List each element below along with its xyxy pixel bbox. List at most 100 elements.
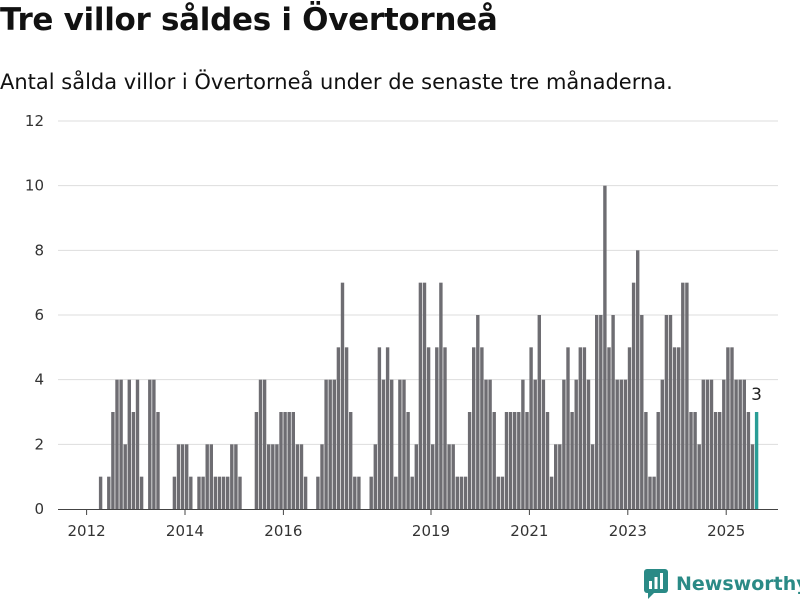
bar — [279, 412, 283, 509]
bar — [426, 347, 431, 509]
bar — [611, 315, 615, 509]
bar — [115, 379, 119, 509]
bar — [135, 379, 140, 509]
bar — [631, 282, 636, 509]
bar — [693, 412, 697, 509]
bar — [402, 379, 406, 509]
bar — [705, 379, 710, 509]
bar — [734, 379, 738, 509]
bar — [599, 315, 603, 509]
bar — [377, 347, 382, 509]
bar — [607, 347, 611, 509]
bar — [685, 282, 689, 509]
bar — [578, 347, 582, 509]
bar — [722, 379, 726, 509]
bar — [381, 379, 386, 509]
bar — [582, 347, 587, 509]
bar — [262, 379, 267, 509]
bar — [636, 250, 640, 509]
bar — [677, 347, 681, 509]
x-tick-label: 2023 — [609, 522, 647, 540]
bar — [627, 347, 632, 509]
bar — [463, 476, 468, 509]
bar — [644, 412, 648, 509]
bar — [459, 476, 464, 509]
bar — [398, 379, 402, 509]
bar — [148, 379, 152, 509]
bar — [500, 476, 505, 509]
bar — [517, 412, 521, 509]
bar — [664, 315, 669, 509]
bar — [328, 379, 332, 509]
bar — [349, 412, 353, 509]
bar — [234, 444, 238, 509]
bar — [586, 379, 591, 509]
bar — [746, 412, 751, 509]
chart-title: Tre villor såldes i Övertorneå — [0, 2, 498, 38]
bar — [738, 379, 742, 509]
y-tick-label: 6 — [34, 306, 44, 324]
bar — [431, 444, 435, 509]
bar — [533, 379, 537, 509]
bar — [726, 347, 730, 509]
bar — [394, 476, 398, 509]
bar — [672, 347, 677, 509]
y-tick-label: 2 — [34, 435, 44, 453]
bar-latest — [754, 412, 759, 509]
bar — [750, 444, 755, 509]
bar — [701, 379, 705, 509]
bar — [172, 476, 177, 509]
bar — [357, 476, 361, 509]
bar — [209, 444, 213, 509]
bar — [488, 379, 492, 509]
bar — [697, 444, 701, 509]
bar — [562, 379, 566, 509]
bar — [340, 282, 345, 509]
bar — [713, 412, 718, 509]
bar — [549, 476, 554, 509]
x-tick-label: 2012 — [68, 522, 106, 540]
bar — [623, 379, 628, 509]
bar — [521, 379, 525, 509]
bar — [668, 315, 673, 509]
bar — [709, 379, 714, 509]
bar — [504, 412, 509, 509]
bar — [513, 412, 517, 509]
x-tick-label: 2021 — [510, 522, 548, 540]
bar — [131, 412, 136, 509]
bar — [496, 476, 500, 509]
bars — [98, 185, 759, 510]
bar — [180, 444, 185, 509]
bar — [414, 444, 418, 509]
newsworthy-logo-icon — [644, 569, 668, 599]
y-tick-label: 4 — [34, 371, 44, 389]
bar — [139, 476, 144, 509]
bar — [619, 379, 623, 509]
bar — [344, 347, 349, 509]
x-tick-label: 2025 — [707, 522, 745, 540]
bar — [595, 315, 599, 509]
bar — [111, 412, 115, 509]
bar — [640, 315, 644, 509]
bar — [385, 347, 390, 509]
bar — [119, 379, 123, 509]
bar — [295, 444, 300, 509]
bar — [467, 412, 472, 509]
bar — [98, 476, 103, 509]
bar — [205, 444, 209, 509]
y-axis-ticks: 0 2 4 6 8 10 12 — [25, 112, 44, 518]
bar — [541, 379, 546, 509]
bar — [435, 347, 439, 509]
bar — [652, 476, 656, 509]
bar — [320, 444, 324, 509]
bar — [291, 412, 295, 509]
bar — [213, 476, 218, 509]
bar — [570, 412, 574, 509]
bar — [484, 379, 488, 509]
bar — [492, 412, 496, 509]
x-tick-label: 2014 — [166, 522, 204, 540]
bar — [267, 444, 271, 509]
bar — [529, 347, 533, 509]
bar — [730, 347, 734, 509]
bar — [230, 444, 234, 509]
